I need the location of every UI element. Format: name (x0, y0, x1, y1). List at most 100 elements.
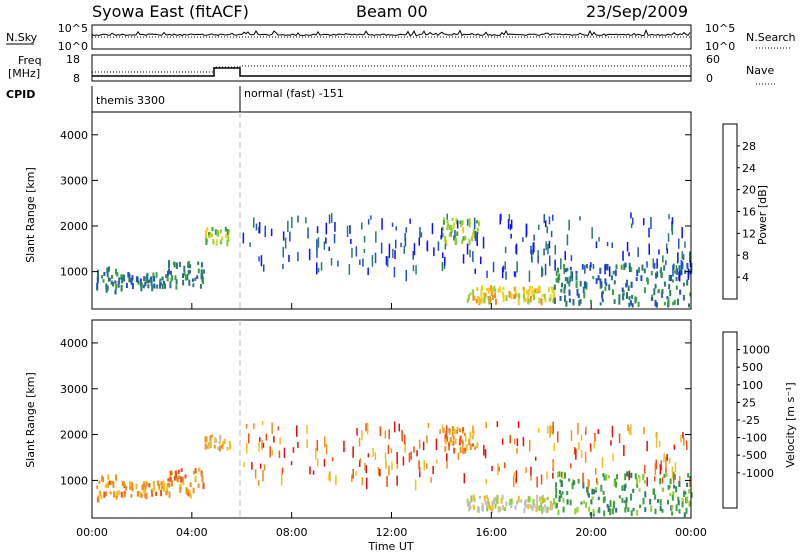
echo-cell (422, 441, 425, 451)
colorbar-tick-label: 1000 (742, 344, 770, 357)
echo-cell (557, 509, 560, 516)
echo-cell (474, 230, 477, 241)
echo-cell (352, 469, 354, 479)
echo-cell (489, 297, 492, 305)
echo-cell (461, 429, 464, 434)
echo-cell (469, 249, 471, 258)
echo-cell (536, 506, 539, 511)
echo-cell (540, 298, 543, 306)
echo-cell (660, 460, 663, 471)
echo-cell (545, 220, 547, 228)
echo-cell (589, 443, 592, 452)
echo-cell (606, 504, 609, 508)
echo-cell (125, 485, 128, 491)
velocity-colorbar: 1000 500 100 25 -25 -100 -500 -1000 (722, 331, 774, 509)
echo-cell (462, 236, 465, 241)
echo-cell (106, 270, 109, 278)
echo-cell (468, 238, 471, 246)
echo-cell (688, 303, 690, 308)
echo-cell (108, 480, 111, 486)
echo-cell (535, 456, 537, 461)
echo-cell (578, 300, 581, 307)
echo-cell (605, 474, 608, 481)
echo-cell (351, 474, 353, 483)
echo-cell (187, 261, 190, 269)
echo-cell (492, 261, 495, 273)
echo-cell (316, 458, 319, 467)
echo-cell (418, 237, 420, 246)
echo-cell (443, 263, 446, 269)
echo-cell (388, 465, 390, 476)
echo-cell (542, 506, 545, 512)
echo-cell (192, 283, 195, 288)
echo-cell (469, 505, 472, 510)
echo-cell (580, 501, 583, 505)
echo-cell (685, 507, 688, 514)
echo-cell (161, 276, 164, 281)
echo-cell (599, 267, 602, 274)
echo-cell (523, 297, 526, 303)
echo-cell (630, 424, 632, 436)
echo-cell (595, 241, 598, 249)
echo-cell (500, 498, 503, 504)
echo-cell (653, 288, 656, 296)
echo-cell (627, 285, 630, 292)
echo-cell (628, 296, 631, 301)
echo-cell (689, 477, 691, 487)
echo-cell (387, 256, 389, 267)
echo-cell (180, 476, 183, 483)
echo-cell (625, 283, 628, 288)
echo-cell (455, 218, 458, 225)
echo-cell (675, 486, 677, 493)
echo-cell (682, 432, 684, 439)
echo-cell (145, 279, 148, 284)
echo-cell (465, 435, 467, 443)
echo-cell (505, 295, 508, 302)
echo-cell (533, 503, 536, 508)
echo-cell (649, 498, 652, 505)
echo-cell (170, 480, 173, 487)
echo-cell (607, 475, 610, 479)
echo-cell (612, 453, 614, 462)
echo-cell (604, 286, 607, 291)
nsky-tick-top: 10^5 (58, 22, 88, 35)
echo-cell (540, 495, 543, 502)
colorbar-tick-label: 20 (742, 184, 756, 197)
echo-cell (131, 283, 134, 290)
time-tick-label: 20:00 (575, 526, 607, 539)
echo-cell (609, 500, 612, 507)
echo-cell (151, 285, 154, 292)
echo-cell (423, 460, 425, 471)
echo-cell (552, 214, 554, 221)
echo-cell (595, 477, 598, 483)
echo-cell (526, 290, 528, 295)
echo-cell (142, 487, 145, 493)
colorbar-tick-label: -1000 (742, 467, 774, 480)
echo-cell (538, 298, 541, 304)
echo-cell (589, 265, 592, 271)
echo-cell (448, 224, 451, 230)
echo-cell (622, 250, 624, 261)
echo-cell (606, 264, 609, 271)
echo-cell (682, 282, 685, 287)
echo-cell (624, 483, 627, 489)
echo-cell (538, 224, 540, 230)
echo-cell (543, 248, 545, 256)
echo-cell (156, 284, 159, 289)
echo-cell (630, 493, 632, 501)
echo-cell (204, 231, 207, 238)
echo-cell (495, 298, 497, 305)
echo-cell (608, 284, 611, 291)
echo-cell (484, 500, 487, 505)
echo-cell (659, 499, 662, 506)
nave-tick-top: 60 (706, 53, 720, 66)
power-ylabel: Slant Range [km] (24, 167, 37, 263)
echo-cell (665, 467, 667, 473)
echo-cell (481, 506, 484, 512)
echo-cell (565, 300, 568, 307)
echo-cell (316, 248, 318, 258)
echo-cell (386, 475, 388, 488)
echo-cell (542, 497, 545, 502)
echo-cell (516, 261, 518, 273)
echo-cell (475, 220, 478, 224)
